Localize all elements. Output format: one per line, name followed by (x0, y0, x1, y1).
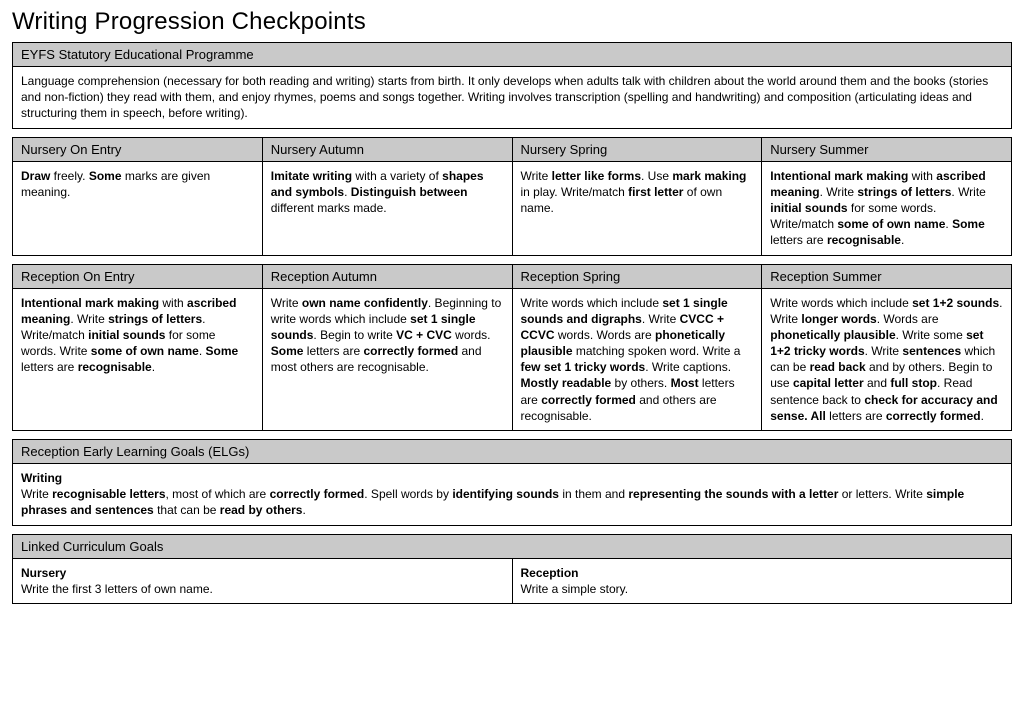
reception-table: Reception On Entry Reception Autumn Rece… (12, 264, 1012, 432)
elgs-header: Reception Early Learning Goals (ELGs) (13, 440, 1011, 464)
reception-cell: Write words which include set 1+2 sounds… (762, 288, 1012, 431)
elgs-body: WritingWrite recognisable letters, most … (13, 464, 1011, 525)
nursery-col-header: Nursery Spring (512, 137, 762, 161)
nursery-cell: Write letter like forms. Use mark making… (512, 161, 762, 255)
eyfs-header: EYFS Statutory Educational Programme (13, 43, 1011, 67)
nursery-table: Nursery On Entry Nursery Autumn Nursery … (12, 137, 1012, 256)
elgs-panel: Reception Early Learning Goals (ELGs) Wr… (12, 439, 1012, 526)
reception-cell: Write words which include set 1 single s… (512, 288, 762, 431)
linked-header: Linked Curriculum Goals (13, 534, 1012, 558)
reception-col-header: Reception On Entry (13, 264, 263, 288)
nursery-col-header: Nursery On Entry (13, 137, 263, 161)
reception-col-header: Reception Spring (512, 264, 762, 288)
reception-col-header: Reception Summer (762, 264, 1012, 288)
nursery-cell: Intentional mark making with ascribed me… (762, 161, 1012, 255)
nursery-cell: Draw freely. Some marks are given meanin… (13, 161, 263, 255)
eyfs-panel: EYFS Statutory Educational Programme Lan… (12, 42, 1012, 129)
nursery-col-header: Nursery Autumn (262, 137, 512, 161)
linked-table: Linked Curriculum Goals NurseryWrite the… (12, 534, 1012, 604)
reception-cell: Write own name confidently. Beginning to… (262, 288, 512, 431)
page-title: Writing Progression Checkpoints (12, 8, 1012, 36)
linked-cell: NurseryWrite the first 3 letters of own … (13, 558, 513, 603)
reception-cell: Intentional mark making with ascribed me… (13, 288, 263, 431)
linked-cell: ReceptionWrite a simple story. (512, 558, 1012, 603)
nursery-cell: Imitate writing with a variety of shapes… (262, 161, 512, 255)
nursery-col-header: Nursery Summer (762, 137, 1012, 161)
eyfs-body: Language comprehension (necessary for bo… (13, 67, 1011, 128)
reception-col-header: Reception Autumn (262, 264, 512, 288)
